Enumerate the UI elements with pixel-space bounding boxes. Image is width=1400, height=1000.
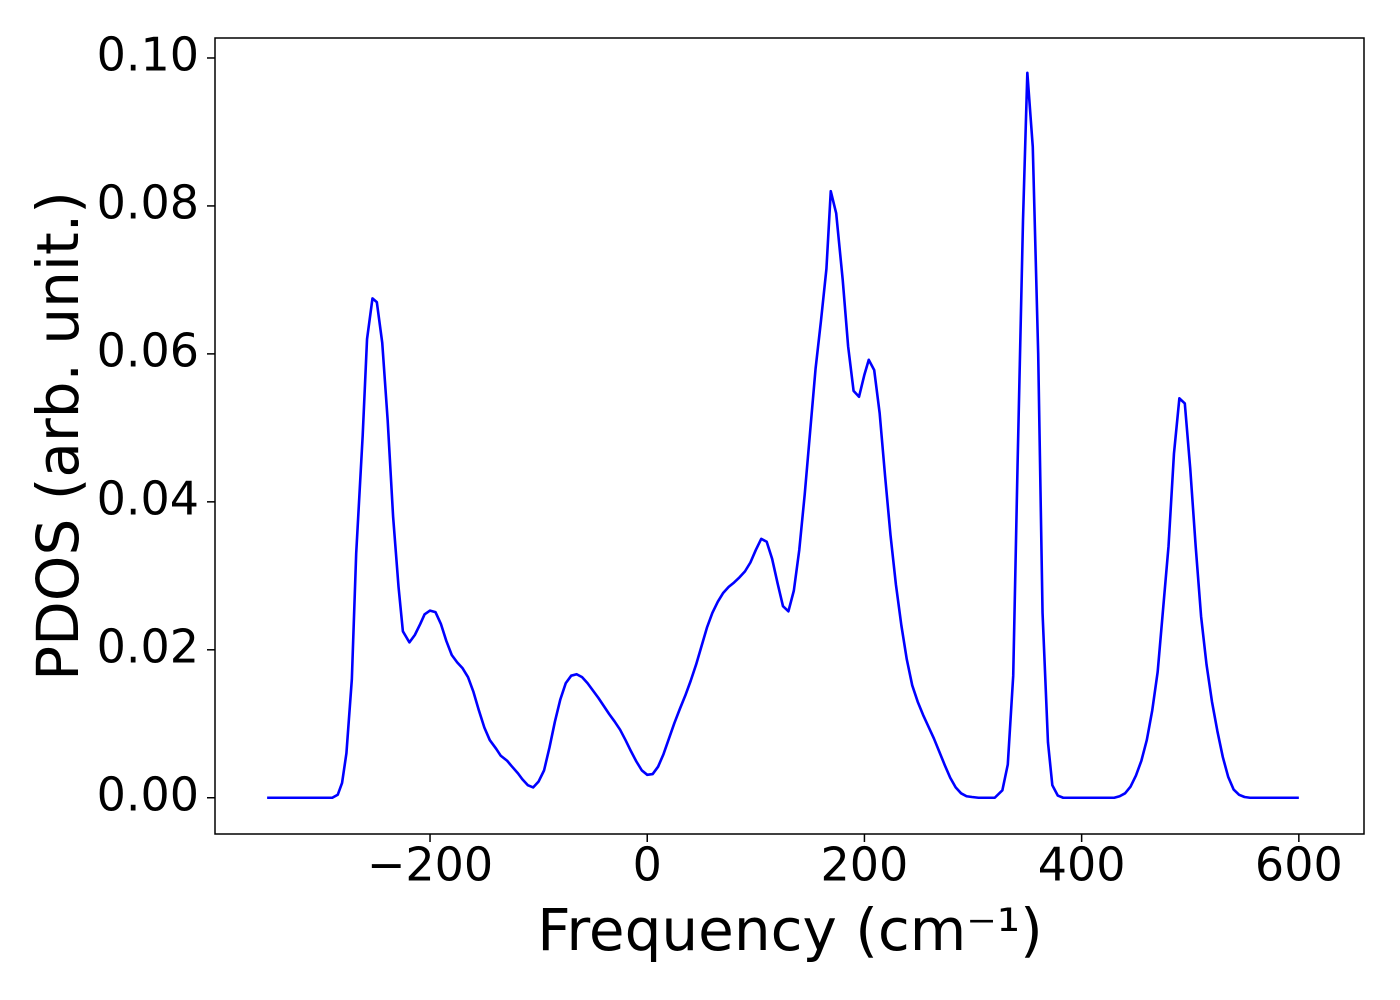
y-tick-label: 0.00 bbox=[97, 767, 199, 821]
y-tick-label: 0.06 bbox=[97, 323, 199, 377]
x-tick-label: 200 bbox=[821, 838, 909, 892]
y-axis-label: PDOS (arb. unit.) bbox=[24, 191, 92, 681]
x-tick-label: 0 bbox=[633, 838, 662, 892]
x-tick-label: 600 bbox=[1255, 838, 1343, 892]
x-axis-label: Frequency (cm⁻¹) bbox=[537, 896, 1043, 964]
data-line bbox=[267, 71, 1299, 800]
plot-frame bbox=[214, 37, 1365, 835]
x-tick-label: 400 bbox=[1038, 838, 1126, 892]
y-tick-label: 0.08 bbox=[97, 175, 199, 229]
y-tick-label: 0.02 bbox=[97, 619, 199, 673]
y-tick-label: 0.04 bbox=[97, 471, 199, 525]
y-tick-label: 0.10 bbox=[97, 27, 199, 81]
x-tick-label: −200 bbox=[367, 838, 493, 892]
